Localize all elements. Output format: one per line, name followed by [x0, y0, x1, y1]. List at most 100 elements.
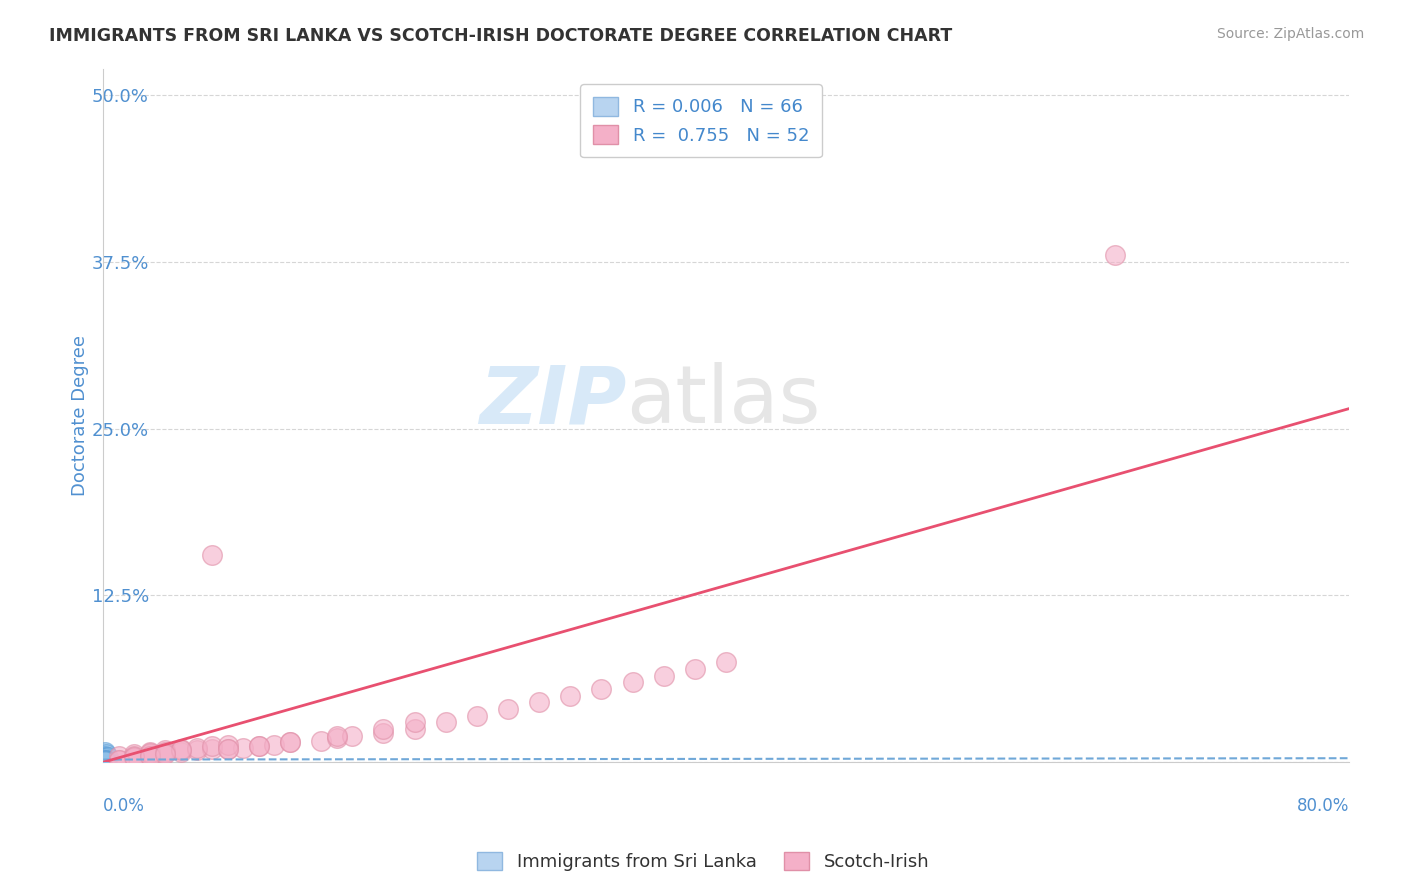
Point: [652, 668, 675, 682]
Point: [683, 662, 706, 676]
Point: [93, 754, 115, 768]
Point: [278, 735, 301, 749]
Point: [93, 754, 115, 768]
Point: [217, 738, 239, 752]
Point: [93, 754, 115, 768]
Point: [93, 754, 115, 768]
Point: [465, 708, 488, 723]
Point: [155, 745, 177, 759]
Text: IMMIGRANTS FROM SRI LANKA VS SCOTCH-IRISH DOCTORATE DEGREE CORRELATION CHART: IMMIGRANTS FROM SRI LANKA VS SCOTCH-IRIS…: [49, 27, 952, 45]
Point: [96, 754, 118, 768]
Point: [93, 754, 115, 768]
Point: [93, 754, 115, 768]
Point: [309, 734, 332, 748]
Point: [139, 748, 162, 763]
Point: [93, 754, 115, 768]
Point: [139, 745, 162, 759]
Point: [201, 739, 224, 754]
Point: [170, 743, 193, 757]
Point: [93, 754, 115, 768]
Point: [93, 754, 115, 768]
Point: [96, 753, 118, 767]
Point: [122, 750, 145, 764]
Point: [93, 754, 115, 768]
Point: [96, 747, 118, 762]
Text: Source: ZipAtlas.com: Source: ZipAtlas.com: [1216, 27, 1364, 41]
Point: [93, 754, 115, 768]
Point: [527, 695, 550, 709]
Point: [186, 740, 208, 755]
Point: [122, 751, 145, 765]
Point: [93, 754, 115, 768]
Point: [93, 754, 115, 768]
Point: [139, 747, 162, 762]
Point: [434, 715, 457, 730]
Point: [107, 753, 129, 767]
Y-axis label: Doctorate Degree: Doctorate Degree: [72, 334, 89, 496]
Point: [97, 750, 120, 764]
Point: [93, 754, 115, 768]
Point: [93, 754, 115, 768]
Point: [96, 754, 118, 768]
Point: [93, 745, 115, 759]
Point: [93, 754, 115, 768]
Point: [247, 739, 270, 754]
Point: [278, 735, 301, 749]
Point: [93, 754, 115, 768]
Point: [373, 726, 395, 740]
Point: [93, 754, 115, 768]
Point: [93, 754, 115, 768]
Point: [93, 754, 115, 768]
Text: ZIP: ZIP: [479, 362, 626, 441]
Point: [93, 754, 115, 768]
Point: [93, 754, 115, 768]
Point: [93, 754, 115, 768]
Point: [325, 729, 347, 743]
Point: [93, 754, 115, 768]
Point: [93, 754, 115, 768]
Point: [122, 748, 145, 763]
Point: [122, 747, 145, 762]
Point: [93, 754, 115, 768]
Point: [373, 722, 395, 736]
Point: [186, 743, 208, 757]
Point: [201, 742, 224, 756]
Point: [93, 754, 115, 768]
Text: atlas: atlas: [626, 362, 821, 441]
Point: [621, 675, 644, 690]
Point: [93, 754, 115, 768]
Point: [93, 754, 115, 768]
Point: [93, 754, 115, 768]
Point: [93, 754, 115, 768]
Point: [93, 754, 115, 768]
Point: [342, 729, 364, 743]
Point: [93, 754, 115, 768]
Point: [1104, 248, 1126, 262]
Point: [93, 754, 115, 768]
Point: [93, 754, 115, 768]
Point: [93, 754, 115, 768]
Point: [93, 754, 115, 768]
Point: [591, 681, 613, 696]
Point: [93, 753, 115, 767]
Point: [93, 748, 115, 763]
Point: [93, 754, 115, 768]
Point: [93, 751, 115, 765]
Point: [496, 702, 519, 716]
Point: [232, 740, 254, 755]
Point: [107, 748, 129, 763]
Point: [93, 754, 115, 768]
Point: [93, 754, 115, 768]
Point: [139, 746, 162, 760]
Point: [96, 754, 118, 768]
Point: [93, 754, 115, 768]
Point: [93, 750, 115, 764]
Point: [263, 738, 285, 752]
Point: [404, 715, 426, 730]
Point: [96, 751, 118, 765]
Point: [139, 750, 162, 764]
Point: [155, 743, 177, 757]
Point: [93, 754, 115, 768]
Text: 0.0%: 0.0%: [103, 797, 145, 815]
Point: [93, 754, 115, 768]
